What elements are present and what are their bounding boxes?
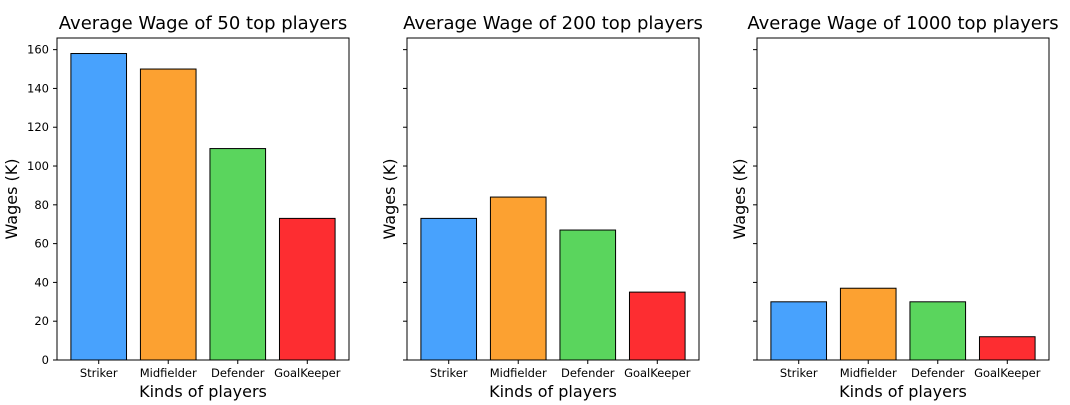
y-tick-label: 160 — [27, 43, 49, 57]
bar-goalkeeper — [278, 217, 336, 361]
chart-title: Average Wage of 1000 top players — [747, 13, 1058, 34]
x-axis-label: Kinds of players — [139, 382, 267, 401]
chart-panel-1: Average Wage of 50 top players Striker Mid… — [2, 13, 350, 401]
bar-striker — [770, 301, 828, 361]
plot-frame — [756, 37, 1050, 361]
y-tick-label: 40 — [34, 275, 49, 289]
y-tick-label: 120 — [27, 120, 49, 134]
y-axis-label: Wages (K) — [2, 159, 21, 240]
bar-striker — [420, 217, 478, 361]
x-tick-label: GoalKeeper — [624, 366, 691, 380]
chart-panel-2: Average Wage of 200 top players Striker Mi… — [380, 13, 703, 401]
y-tick-label: 0 — [42, 353, 49, 367]
y-axis-label: Wages (K) — [380, 159, 399, 240]
x-axis-label: Kinds of players — [839, 382, 967, 401]
x-tick-label: Striker — [430, 366, 468, 380]
x-axis-label: Kinds of players — [489, 382, 617, 401]
bar-defender — [559, 229, 617, 361]
y-tick-label: 20 — [34, 314, 49, 328]
bar-midfielder — [489, 196, 547, 361]
x-tick-label: GoalKeeper — [274, 366, 341, 380]
bar-striker — [70, 53, 128, 361]
y-tick-label: 80 — [34, 198, 49, 212]
x-tick-label: Defender — [211, 366, 265, 380]
bar-defender — [909, 301, 967, 361]
x-tick-label: Midfielder — [140, 366, 197, 380]
x-tick-label: Defender — [911, 366, 965, 380]
chart-panel-3: Average Wage of 1000 top players Striker M… — [730, 13, 1059, 401]
y-axis-label: Wages (K) — [730, 159, 749, 240]
y-tick-label: 140 — [27, 81, 49, 95]
x-tick-label: Striker — [780, 366, 818, 380]
plot-frame — [56, 37, 350, 361]
y-tick-label: 100 — [27, 159, 49, 173]
x-tick-label: Midfielder — [840, 366, 897, 380]
x-tick-label: GoalKeeper — [974, 366, 1041, 380]
y-tick-label: 60 — [34, 237, 49, 251]
chart-title: Average Wage of 200 top players — [403, 13, 703, 34]
bar-defender — [209, 148, 267, 361]
plot-frame — [406, 37, 700, 361]
chart-title: Average Wage of 50 top players — [59, 13, 347, 34]
x-tick-label: Striker — [80, 366, 118, 380]
bar-goalkeeper — [628, 291, 686, 361]
bar-midfielder — [839, 287, 897, 361]
x-tick-label: Midfielder — [490, 366, 547, 380]
bar-midfielder — [139, 68, 197, 361]
bar-goalkeeper — [978, 336, 1036, 361]
x-tick-label: Defender — [561, 366, 615, 380]
